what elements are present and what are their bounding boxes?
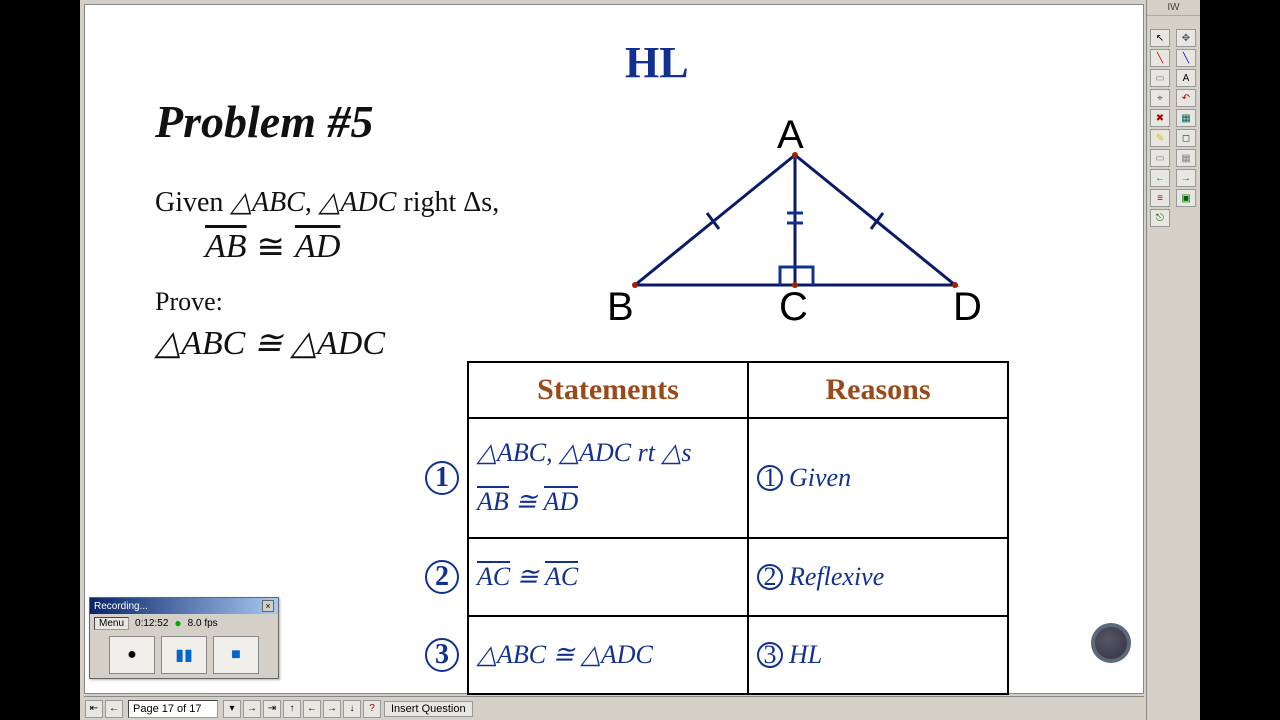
prev-page-button[interactable]: ← [105, 700, 123, 718]
rnum-2: 2 [757, 564, 783, 590]
recording-fps: 8.0 fps [188, 618, 218, 629]
nav-up-button[interactable]: ↑ [283, 700, 301, 718]
congr-symbol: ≅ [257, 227, 286, 267]
exit-icon[interactable]: ⎋ [1150, 209, 1170, 227]
row-num-3: 3 [425, 638, 459, 672]
row-num-1: 1 [425, 461, 459, 495]
move-icon[interactable]: ✥ [1176, 29, 1196, 47]
right-icon[interactable]: → [1176, 169, 1196, 187]
last-page-button[interactable]: ⇥ [263, 700, 281, 718]
reason-1: 1Given [749, 464, 1007, 493]
stmt-1b: AB ≅ AD [469, 488, 747, 517]
eraser-icon[interactable]: ▭ [1150, 69, 1170, 87]
insert-question-button[interactable]: Insert Question [384, 701, 473, 717]
grid-icon[interactable]: ▦ [1176, 149, 1196, 167]
table-row: 2 AC ≅ AC 2Reflexive [468, 538, 1008, 616]
recording-title: Recording... [94, 601, 148, 612]
given-suffix: right Δs, [396, 187, 499, 218]
delete-icon[interactable]: ✖ [1150, 109, 1170, 127]
recording-widget[interactable]: Recording... × Menu 0:12:52 ● 8.0 fps ● … [89, 597, 279, 679]
webcam-circle [1091, 623, 1131, 663]
pointer-icon[interactable]: ↖ [1150, 29, 1170, 47]
status-bar: ⇤ ← Page 17 of 17 ▾ → ⇥ ↑ ← → ↓ ? Insert… [84, 696, 1144, 720]
vertex-d: D [953, 285, 982, 330]
table-row: 1 △ABC, △ADC rt △s AB ≅ AD 1Given [468, 418, 1008, 538]
page-indicator[interactable]: Page 17 of 17 [128, 700, 218, 718]
record-icon[interactable]: ▣ [1176, 189, 1196, 207]
whiteboard-app: HL Problem #5 Given △ABC, △ADC right Δs,… [80, 0, 1200, 720]
pen-red-icon[interactable]: ╲ [1150, 49, 1170, 67]
image-icon[interactable]: ▦ [1176, 109, 1196, 127]
toolbar-label: IW [1147, 0, 1200, 16]
given-prefix: Given [155, 187, 230, 218]
record-button[interactable]: ● [109, 636, 155, 674]
rnum-1: 1 [757, 465, 783, 491]
table-row: 3 △ABC ≅ △ADC 3HL [468, 616, 1008, 694]
recording-titlebar[interactable]: Recording... × [90, 598, 278, 614]
right-toolbar: IW ↖ ✥ ╲ ╲ ▭ A ⌖ ↶ ✖ ▦ ✎ ◻ ▭ ▦ ← → ≡ ▣ ⎋ [1146, 0, 1200, 720]
given-text: Given △ABC, △ADC right Δs, [155, 185, 499, 219]
vertex-b: B [607, 285, 634, 330]
nav-left-button[interactable]: ← [303, 700, 321, 718]
stmt-1a: △ABC, △ADC rt △s [469, 439, 747, 468]
recording-info: Menu 0:12:52 ● 8.0 fps [90, 614, 278, 632]
problem-title: Problem #5 [155, 95, 373, 148]
recording-dot-icon: ● [174, 616, 181, 630]
reason-2-text: Reflexive [789, 562, 884, 591]
whiteboard-canvas[interactable]: HL Problem #5 Given △ABC, △ADC right Δs,… [84, 4, 1144, 694]
reason-2: 2Reflexive [749, 563, 1007, 592]
recording-buttons: ● ▮▮ ■ [90, 632, 278, 678]
proof-table: Statements Reasons 1 △ABC, △ADC rt △s AB… [467, 361, 1009, 695]
menu-icon[interactable]: ≡ [1150, 189, 1170, 207]
rnum-3: 3 [757, 642, 783, 668]
recording-time: 0:12:52 [135, 618, 168, 629]
given-tri2: △ADC [319, 187, 397, 218]
ab-bar: AB [205, 228, 247, 266]
ad-bar: AD [295, 228, 340, 266]
stmt-3: △ABC ≅ △ADC [469, 641, 747, 670]
nav-down-button[interactable]: ↓ [343, 700, 361, 718]
row-num-2: 2 [425, 560, 459, 594]
undo-icon[interactable]: ↶ [1176, 89, 1196, 107]
shape-icon[interactable]: ◻ [1176, 129, 1196, 147]
given-sep: , [305, 187, 319, 218]
cursor-icon[interactable]: ⌖ [1150, 89, 1170, 107]
page-dropdown-button[interactable]: ▾ [223, 700, 241, 718]
reason-1-text: Given [789, 463, 851, 492]
close-icon[interactable]: × [262, 600, 274, 612]
next-page-button[interactable]: → [243, 700, 261, 718]
left-icon[interactable]: ← [1150, 169, 1170, 187]
highlight-icon[interactable]: ✎ [1150, 129, 1170, 147]
prove-label: Prove: [155, 287, 499, 317]
text-icon[interactable]: A [1176, 69, 1196, 87]
given-tri1: △ABC [230, 187, 304, 218]
toolbar-icons: ↖ ✥ ╲ ╲ ▭ A ⌖ ↶ ✖ ▦ ✎ ◻ ▭ ▦ ← → ≡ ▣ ⎋ [1147, 16, 1200, 228]
first-page-button[interactable]: ⇤ [85, 700, 103, 718]
pen-blue-icon[interactable]: ╲ [1176, 49, 1196, 67]
pause-button[interactable]: ▮▮ [161, 636, 207, 674]
question-icon[interactable]: ? [363, 700, 381, 718]
page-icon[interactable]: ▭ [1150, 149, 1170, 167]
vertex-c: C [779, 285, 808, 330]
th-statements: Statements [468, 362, 748, 418]
th-reasons: Reasons [748, 362, 1008, 418]
stop-button[interactable]: ■ [213, 636, 259, 674]
reason-3-text: HL [789, 640, 822, 669]
vertex-a: A [777, 113, 804, 158]
given-block: Given △ABC, △ADC right Δs, AB ≅ AD Prove… [155, 185, 499, 363]
reason-3: 3HL [749, 641, 1007, 670]
handwriting-hl: HL [625, 37, 689, 88]
left-black-bar [0, 0, 80, 720]
prove-statement: △ABC ≅ △ADC [155, 323, 499, 363]
nav-right-button[interactable]: → [323, 700, 341, 718]
recording-menu[interactable]: Menu [94, 617, 129, 630]
stmt-2: AC ≅ AC [469, 563, 747, 592]
given-congruence: AB ≅ AD [205, 227, 499, 267]
triangle-diagram: A B C D [615, 135, 975, 345]
